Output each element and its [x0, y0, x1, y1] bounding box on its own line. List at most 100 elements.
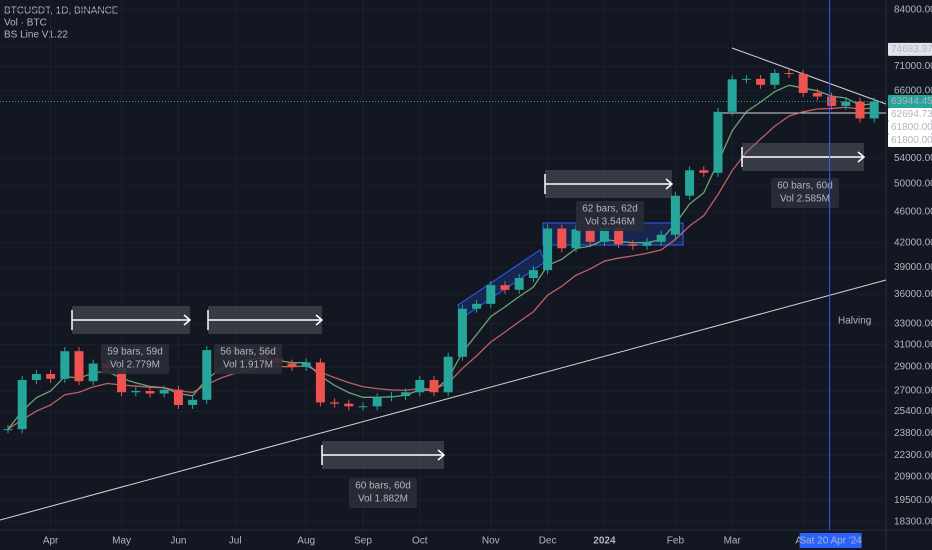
y-tick-label: 33000.00	[894, 318, 932, 329]
price-marker-label: 61800.00	[891, 135, 932, 146]
candle	[599, 227, 609, 242]
range-volume: Vol 2.585M	[780, 194, 830, 205]
trendline	[731, 47, 887, 105]
candle	[202, 350, 212, 400]
range-arrowhead	[315, 314, 324, 326]
candle	[344, 403, 354, 407]
range-arrowhead	[183, 314, 192, 326]
trendline	[0, 279, 887, 521]
y-tick-label: 71000.00	[894, 61, 932, 72]
price-marker-label: 63944.45	[891, 96, 932, 107]
header-symbol: BTCUSDT, 1D, BINANCE	[4, 6, 119, 17]
x-tick-label: Apr	[43, 536, 59, 547]
candle	[798, 73, 808, 93]
y-tick-label: 42000.00	[894, 237, 932, 248]
candle	[741, 78, 751, 80]
price-marker-label: 74683.97	[891, 44, 932, 55]
candle	[358, 406, 368, 408]
x-tick-label: 2024	[593, 536, 616, 547]
candle	[3, 429, 13, 431]
candle	[514, 278, 524, 290]
range-volume: Vol 3.546M	[585, 217, 635, 228]
y-tick-label: 66000.00	[894, 85, 932, 96]
price-marker-label: 62694.73	[891, 109, 932, 120]
candle	[614, 227, 624, 245]
price-marker	[888, 133, 932, 147]
range-label: 60 bars, 60d	[777, 181, 833, 192]
price-marker	[888, 94, 932, 108]
candle	[571, 229, 581, 249]
y-tick-label: 23800.00	[894, 428, 932, 439]
y-tick-label: 19500.00	[894, 495, 932, 506]
range-label-box	[771, 178, 839, 208]
y-tick-label: 20900.00	[894, 472, 932, 483]
y-tick-label: 31000.00	[894, 339, 932, 350]
y-tick-label: 25400.00	[894, 406, 932, 417]
candle	[628, 244, 638, 246]
range-label: 60 bars, 60d	[355, 481, 411, 492]
crosshair-label: Sat 20 Apr '24	[799, 536, 862, 547]
range-volume: Vol 1.917M	[223, 360, 273, 371]
candle	[443, 356, 453, 393]
candle	[145, 391, 155, 394]
event-label: Halving	[838, 316, 871, 327]
candle	[188, 399, 198, 405]
candle	[642, 241, 652, 246]
candle	[159, 389, 169, 394]
candle	[472, 303, 482, 309]
price-marker-label: 61800.00	[891, 122, 932, 133]
x-tick-label: Aug	[297, 536, 315, 547]
range-arrowhead	[665, 178, 674, 190]
y-tick-label: 84000.00	[894, 4, 932, 15]
candle	[727, 79, 737, 112]
range-volume: Vol 1.882M	[358, 494, 408, 505]
candle	[46, 374, 56, 379]
candle	[457, 308, 467, 357]
candle	[770, 73, 780, 85]
candle	[869, 101, 879, 119]
range-label-box	[214, 344, 282, 374]
candle	[557, 228, 567, 249]
candle	[315, 362, 325, 403]
range-volume: Vol 2.779M	[110, 360, 160, 371]
candle	[131, 391, 141, 393]
candle	[429, 380, 439, 393]
range-label-box	[101, 344, 169, 374]
candle	[173, 389, 183, 405]
x-tick-label: May	[112, 536, 131, 547]
candle	[855, 101, 865, 119]
candle	[670, 195, 680, 235]
candle	[812, 92, 822, 97]
candle	[401, 392, 411, 397]
y-tick-label: 27000.00	[894, 386, 932, 397]
candle	[699, 170, 709, 173]
price-marker	[888, 107, 932, 121]
price-marker	[888, 42, 932, 56]
price-marker	[888, 120, 932, 134]
candle	[713, 111, 723, 173]
y-tick-label: 29000.00	[894, 362, 932, 373]
candle	[756, 78, 766, 85]
candle	[330, 402, 340, 404]
candle	[486, 285, 496, 304]
candle	[841, 101, 851, 106]
x-tick-label: Sep	[354, 536, 372, 547]
y-tick-label: 22300.00	[894, 450, 932, 461]
y-tick-label: 54000.00	[894, 153, 932, 164]
candle	[287, 363, 297, 368]
range-label: 62 bars, 62d	[582, 204, 638, 215]
candle	[88, 363, 98, 382]
x-tick-label: Mar	[724, 536, 742, 547]
candle	[372, 397, 382, 407]
range-arrowhead	[857, 151, 866, 163]
candle	[386, 396, 396, 398]
range-label-box	[576, 201, 644, 231]
candle	[543, 228, 553, 271]
x-tick-label: Dec	[539, 536, 557, 547]
crosshair-box	[799, 533, 862, 548]
candle	[17, 380, 27, 430]
x-tick-label: Nov	[482, 536, 500, 547]
y-tick-label: 46000.00	[894, 207, 932, 218]
